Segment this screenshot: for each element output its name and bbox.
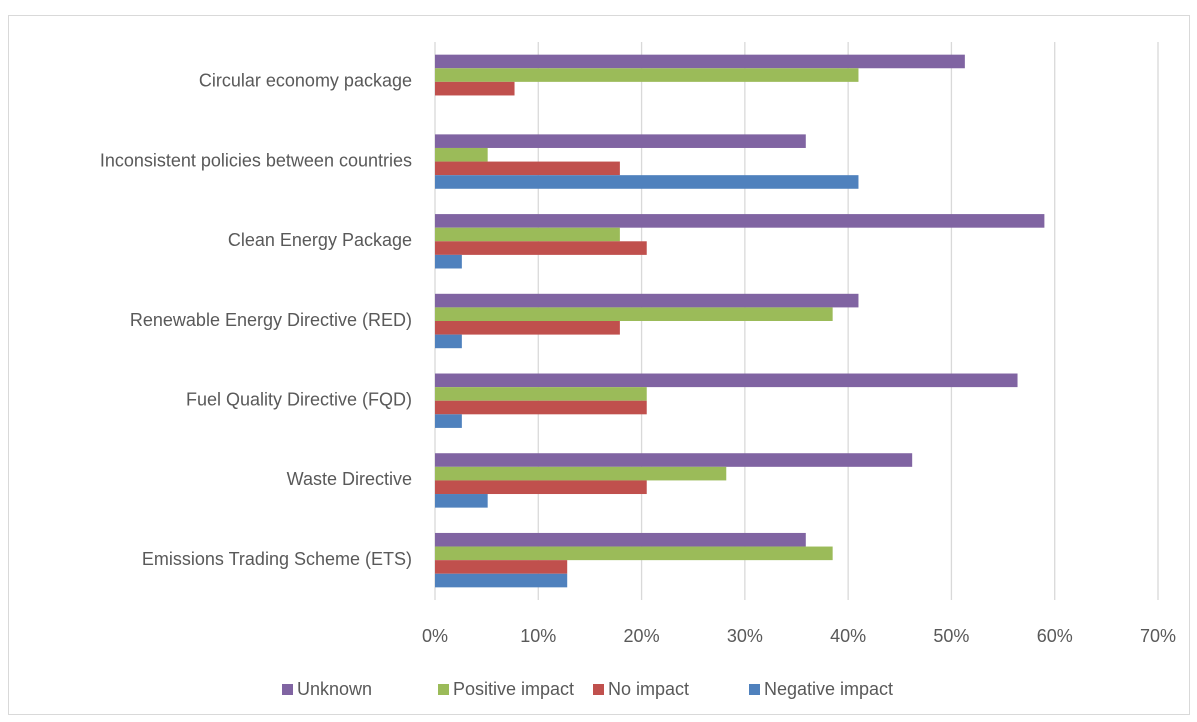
bar xyxy=(435,334,462,349)
bar xyxy=(435,134,806,148)
bar xyxy=(435,573,568,588)
legend-label: Unknown xyxy=(297,679,372,699)
y-tick-label: Emissions Trading Scheme (ETS) xyxy=(142,549,412,569)
x-tick-label: 30% xyxy=(727,626,763,646)
x-tick-label: 0% xyxy=(422,626,448,646)
bar xyxy=(435,546,833,561)
legend-label: No impact xyxy=(608,679,689,699)
y-tick-label: Inconsistent policies between countries xyxy=(100,150,412,170)
x-tick-label: 60% xyxy=(1037,626,1073,646)
bar xyxy=(435,494,488,508)
y-tick-label: Circular economy package xyxy=(199,71,412,91)
x-tick-label: 40% xyxy=(830,626,866,646)
bar xyxy=(435,161,620,176)
chart-border xyxy=(8,15,1190,715)
legend-swatch xyxy=(593,684,604,695)
x-tick-label: 20% xyxy=(624,626,660,646)
bar xyxy=(435,532,806,547)
bar xyxy=(435,453,913,467)
y-tick-label: Fuel Quality Directive (FQD) xyxy=(186,389,412,409)
bar xyxy=(435,147,488,162)
bar xyxy=(435,480,647,495)
bar xyxy=(435,175,859,189)
bar xyxy=(435,214,1045,228)
bar xyxy=(435,560,568,574)
bar xyxy=(435,373,1018,388)
bar xyxy=(435,387,647,401)
x-tick-label: 70% xyxy=(1140,626,1176,646)
bar xyxy=(435,227,620,242)
legend-swatch xyxy=(749,684,760,695)
bar xyxy=(435,81,515,96)
y-tick-label: Waste Directive xyxy=(287,469,412,489)
legend-swatch xyxy=(438,684,449,695)
legend-swatch xyxy=(282,684,293,695)
bar xyxy=(435,68,859,82)
bar xyxy=(435,293,859,308)
x-tick-label: 10% xyxy=(520,626,556,646)
bar xyxy=(435,466,727,481)
y-tick-label: Renewable Energy Directive (RED) xyxy=(130,310,412,330)
bar xyxy=(435,414,462,428)
bar xyxy=(435,307,833,321)
bar xyxy=(435,400,647,415)
legend-label: Negative impact xyxy=(764,679,893,699)
bar xyxy=(435,321,620,335)
y-tick-label: Clean Energy Package xyxy=(228,230,412,250)
legend-label: Positive impact xyxy=(453,679,574,699)
bar xyxy=(435,241,647,255)
x-tick-label: 50% xyxy=(933,626,969,646)
bar xyxy=(435,54,965,69)
bar xyxy=(435,254,462,269)
